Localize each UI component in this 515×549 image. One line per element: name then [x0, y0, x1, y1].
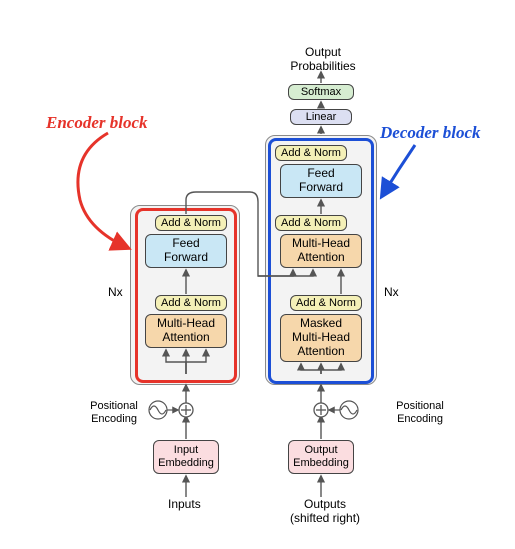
- decoder-callout: Decoder block: [380, 123, 481, 143]
- encoder-callout: Encoder block: [46, 113, 148, 133]
- inputs-label: Inputs: [168, 498, 201, 512]
- encoder-highlight: [135, 208, 237, 383]
- encoder-nx-label: Nx: [108, 286, 123, 300]
- outputs-label: Outputs (shifted right): [290, 498, 360, 526]
- decoder-highlight: [268, 138, 374, 384]
- linear-block: Linear: [290, 109, 352, 125]
- decoder-nx-label: Nx: [384, 286, 399, 300]
- output-embedding: Output Embedding: [288, 440, 354, 474]
- arrows-back: [0, 0, 515, 549]
- softmax-block: Softmax: [288, 84, 354, 100]
- output-probabilities-label: Output Probabilities: [288, 46, 358, 74]
- input-embedding: Input Embedding: [153, 440, 219, 474]
- positional-encoding-right-label: Positional Encoding: [390, 400, 450, 425]
- arrows-front: [0, 0, 515, 549]
- positional-encoding-left-label: Positional Encoding: [84, 400, 144, 425]
